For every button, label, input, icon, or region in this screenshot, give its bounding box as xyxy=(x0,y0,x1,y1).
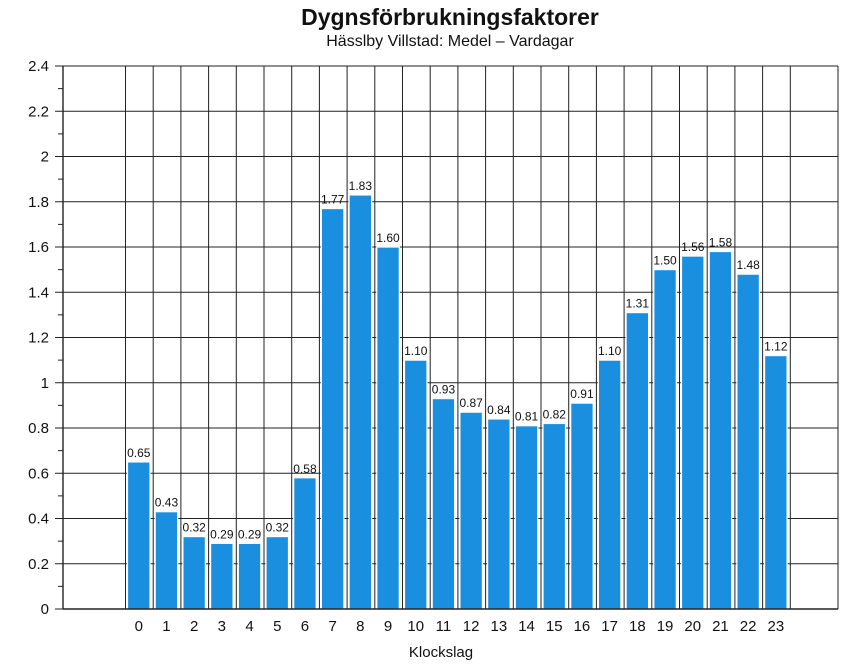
data-label: 0.32 xyxy=(182,521,206,535)
data-label: 1.58 xyxy=(709,236,733,250)
y-tick-label: 1.4 xyxy=(28,284,49,301)
y-tick-label: 0.2 xyxy=(28,556,49,573)
bar xyxy=(320,207,345,610)
x-tick-label: 9 xyxy=(384,618,392,635)
x-tick-label: 21 xyxy=(712,618,729,635)
y-tick-label: 0.8 xyxy=(28,420,49,437)
data-label: 0.87 xyxy=(459,396,483,410)
data-label: 1.77 xyxy=(321,193,345,207)
bar xyxy=(542,422,567,610)
data-label: 1.12 xyxy=(764,340,788,354)
x-tick-label: 8 xyxy=(356,618,364,635)
bar xyxy=(182,535,206,610)
chart-subtitle: Hässlby Villstad: Medel – Vardagar xyxy=(326,33,574,50)
bar xyxy=(570,402,594,610)
x-tick-label: 17 xyxy=(601,618,618,635)
data-label: 0.43 xyxy=(155,496,179,510)
x-axis-title: Klockslag xyxy=(409,644,473,661)
data-label: 0.29 xyxy=(210,527,234,541)
bar xyxy=(293,477,317,610)
x-tick-label: 0 xyxy=(135,618,143,635)
bar xyxy=(459,411,483,610)
data-label: 0.32 xyxy=(266,521,290,535)
bar xyxy=(736,273,761,610)
x-tick-label: 22 xyxy=(740,618,757,635)
bar xyxy=(210,542,234,610)
y-tick-label: 2.2 xyxy=(28,103,49,120)
y-tick-label: 0 xyxy=(41,601,49,618)
bar xyxy=(237,542,262,610)
x-tick-label: 15 xyxy=(546,618,563,635)
data-label: 1.50 xyxy=(653,254,677,268)
y-tick-label: 1 xyxy=(41,375,49,392)
x-tick-label: 23 xyxy=(768,618,785,635)
x-tick-label: 7 xyxy=(328,618,336,635)
x-tick-label: 2 xyxy=(190,618,198,635)
x-tick-label: 14 xyxy=(518,618,535,635)
data-label: 0.65 xyxy=(127,446,151,460)
y-tick-label: 1.6 xyxy=(28,239,49,256)
data-label: 0.84 xyxy=(487,403,511,417)
data-label: 1.48 xyxy=(736,258,760,272)
y-tick-label: 0.4 xyxy=(28,511,49,528)
x-tick-label: 1 xyxy=(162,618,170,635)
bar xyxy=(265,535,290,610)
y-tick-label: 2.4 xyxy=(28,58,49,75)
x-tick-label: 6 xyxy=(301,618,309,635)
data-label: 1.31 xyxy=(626,297,650,311)
x-tick-label: 5 xyxy=(273,618,281,635)
y-tick-label: 1.8 xyxy=(28,194,49,211)
x-tick-label: 12 xyxy=(463,618,480,635)
bar xyxy=(126,461,151,610)
bar xyxy=(680,255,705,610)
x-tick-label: 19 xyxy=(657,618,674,635)
data-label: 1.10 xyxy=(404,344,428,358)
chart-title: Dygnsförbrukningsfaktorer xyxy=(301,4,599,30)
x-tick-label: 11 xyxy=(436,618,452,635)
bar xyxy=(376,246,400,610)
bar xyxy=(403,359,428,610)
data-label: 0.81 xyxy=(515,410,539,424)
x-tick-label: 13 xyxy=(491,618,508,635)
bar xyxy=(708,250,733,610)
data-label: 1.60 xyxy=(376,231,400,245)
x-tick-label: 3 xyxy=(218,618,226,635)
bar xyxy=(763,355,788,610)
bar xyxy=(597,359,622,610)
bar xyxy=(625,312,650,610)
bar xyxy=(514,425,539,610)
data-label: 0.29 xyxy=(238,527,262,541)
data-label: 0.58 xyxy=(293,462,317,476)
data-label: 0.91 xyxy=(570,387,594,401)
data-label: 0.82 xyxy=(543,407,567,421)
y-tick-label: 2 xyxy=(41,149,49,166)
x-tick-label: 18 xyxy=(629,618,646,635)
y-tick-label: 1.2 xyxy=(28,330,49,347)
bar xyxy=(154,511,179,610)
data-label: 1.83 xyxy=(349,179,373,193)
bar xyxy=(653,269,677,610)
x-tick-label: 10 xyxy=(407,618,424,635)
bar xyxy=(431,397,456,610)
data-label: 1.10 xyxy=(598,344,622,358)
y-tick-label: 0.6 xyxy=(28,465,49,482)
data-label: 1.56 xyxy=(681,240,705,254)
x-tick-label: 20 xyxy=(684,618,701,635)
data-label: 0.93 xyxy=(432,383,456,397)
x-tick-label: 4 xyxy=(245,618,253,635)
bar xyxy=(348,194,373,610)
bar xyxy=(487,418,511,610)
x-tick-label: 16 xyxy=(574,618,591,635)
